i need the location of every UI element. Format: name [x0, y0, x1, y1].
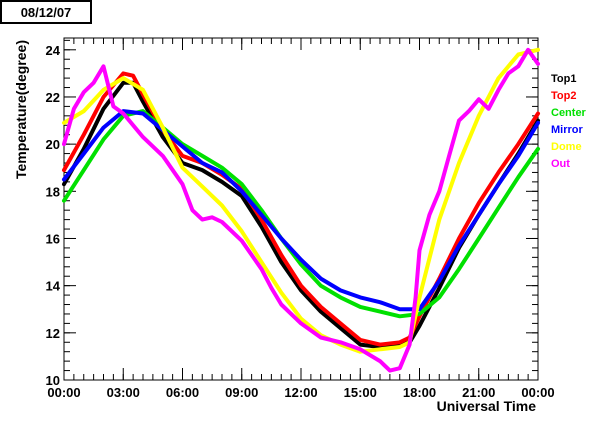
legend-label-mirror: Mirror [551, 124, 584, 136]
legend-label-dome: Dome [551, 141, 582, 153]
y-tick-label: 12 [46, 326, 60, 341]
legend: Top1 Top2 Center Mirror Dome Out [551, 73, 587, 170]
legend-label-center: Center [551, 107, 587, 119]
legend-label-top2: Top2 [551, 90, 576, 102]
x-axis-label: Universal Time [437, 398, 537, 414]
x-tick-label: 09:00 [225, 385, 258, 400]
x-tick-label: 21:00 [462, 385, 495, 400]
x-tick-label: 12:00 [284, 385, 317, 400]
y-tick-label: 24 [46, 43, 61, 58]
series-line-top1 [62, 80, 540, 349]
y-tick-label: 16 [46, 231, 60, 246]
y-tick-label: 14 [46, 279, 61, 294]
x-tick-label: 06:00 [166, 385, 199, 400]
series-line-center [62, 109, 540, 319]
x-tick-label: 18:00 [403, 385, 436, 400]
y-tick-label: 22 [46, 90, 60, 105]
legend-label-top1: Top1 [551, 73, 576, 85]
x-tick-label: 03:00 [107, 385, 140, 400]
y-tick-label: 10 [46, 373, 60, 388]
series-line-dome [62, 47, 540, 354]
y-axis-label: Temperature(degree) [13, 40, 29, 179]
series-line-top2 [62, 71, 540, 347]
series-group [62, 47, 540, 373]
legend-label-out: Out [551, 158, 570, 170]
x-tick-label: 15:00 [344, 385, 377, 400]
date-label: 08/12/07 [20, 4, 72, 20]
series-line-mirror [62, 109, 540, 312]
axis-ticks-group: 10 12 14 16 18 20 22 24 00:00 03:00 06:00 09:00 12:0… [46, 38, 555, 400]
series-line-out [62, 47, 540, 373]
x-tick-label: 00:00 [521, 385, 554, 400]
y-tick-label: 20 [46, 137, 60, 152]
date-label-box: 08/12/07 [0, 0, 92, 24]
x-tick-label: 00:00 [47, 385, 80, 400]
y-tick-label: 18 [46, 184, 60, 199]
